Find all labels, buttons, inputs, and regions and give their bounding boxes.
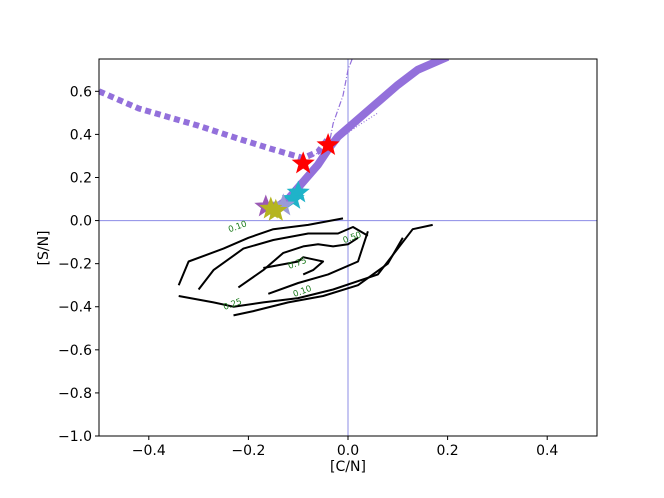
star-marker-1 bbox=[291, 151, 315, 174]
y-tick-label: −0.6 bbox=[58, 343, 92, 359]
x-tick-label: −0.2 bbox=[231, 443, 265, 459]
contour-line-0.75-0 bbox=[263, 256, 325, 276]
y-axis-label: [S/N] bbox=[36, 231, 52, 266]
x-axis-label: [C/N] bbox=[330, 459, 366, 475]
x-tick-label: 0.4 bbox=[536, 443, 558, 459]
y-tick-label: 0.0 bbox=[70, 214, 92, 230]
star-marker-0 bbox=[316, 133, 340, 156]
x-tick-label: 0.2 bbox=[436, 443, 458, 459]
star-marker-3 bbox=[281, 186, 305, 209]
plot-area: 0.100.100.250.500.75 bbox=[99, 59, 597, 436]
series-line-2 bbox=[327, 59, 353, 150]
y-tick-label: 0.2 bbox=[70, 170, 92, 186]
y-tick-label: 0.6 bbox=[70, 84, 92, 100]
x-tick-label: −0.4 bbox=[132, 443, 166, 459]
series-line-0 bbox=[99, 88, 331, 162]
y-tick-label: −1.0 bbox=[58, 429, 92, 445]
y-tick-label: −0.2 bbox=[58, 257, 92, 273]
contour-line-0.50-1 bbox=[267, 230, 369, 295]
contour-line-0.25-1 bbox=[233, 237, 404, 317]
contour-line-0.25-0 bbox=[197, 226, 369, 291]
ticks: −0.4 −0.2 0.0 0.2 0.4 −1.0 −0.8 −0.6 −0.4 −0.2 0.0… bbox=[58, 84, 558, 459]
x-tick-label: 0.0 bbox=[337, 443, 359, 459]
star-marker-7 bbox=[264, 198, 288, 221]
contour-line-0.10-0 bbox=[177, 217, 344, 286]
y-tick-label: −0.4 bbox=[58, 300, 92, 316]
y-tick-label: 0.4 bbox=[70, 127, 92, 143]
y-tick-label: −0.8 bbox=[58, 386, 92, 402]
contour-line-0.10-1 bbox=[178, 223, 433, 308]
